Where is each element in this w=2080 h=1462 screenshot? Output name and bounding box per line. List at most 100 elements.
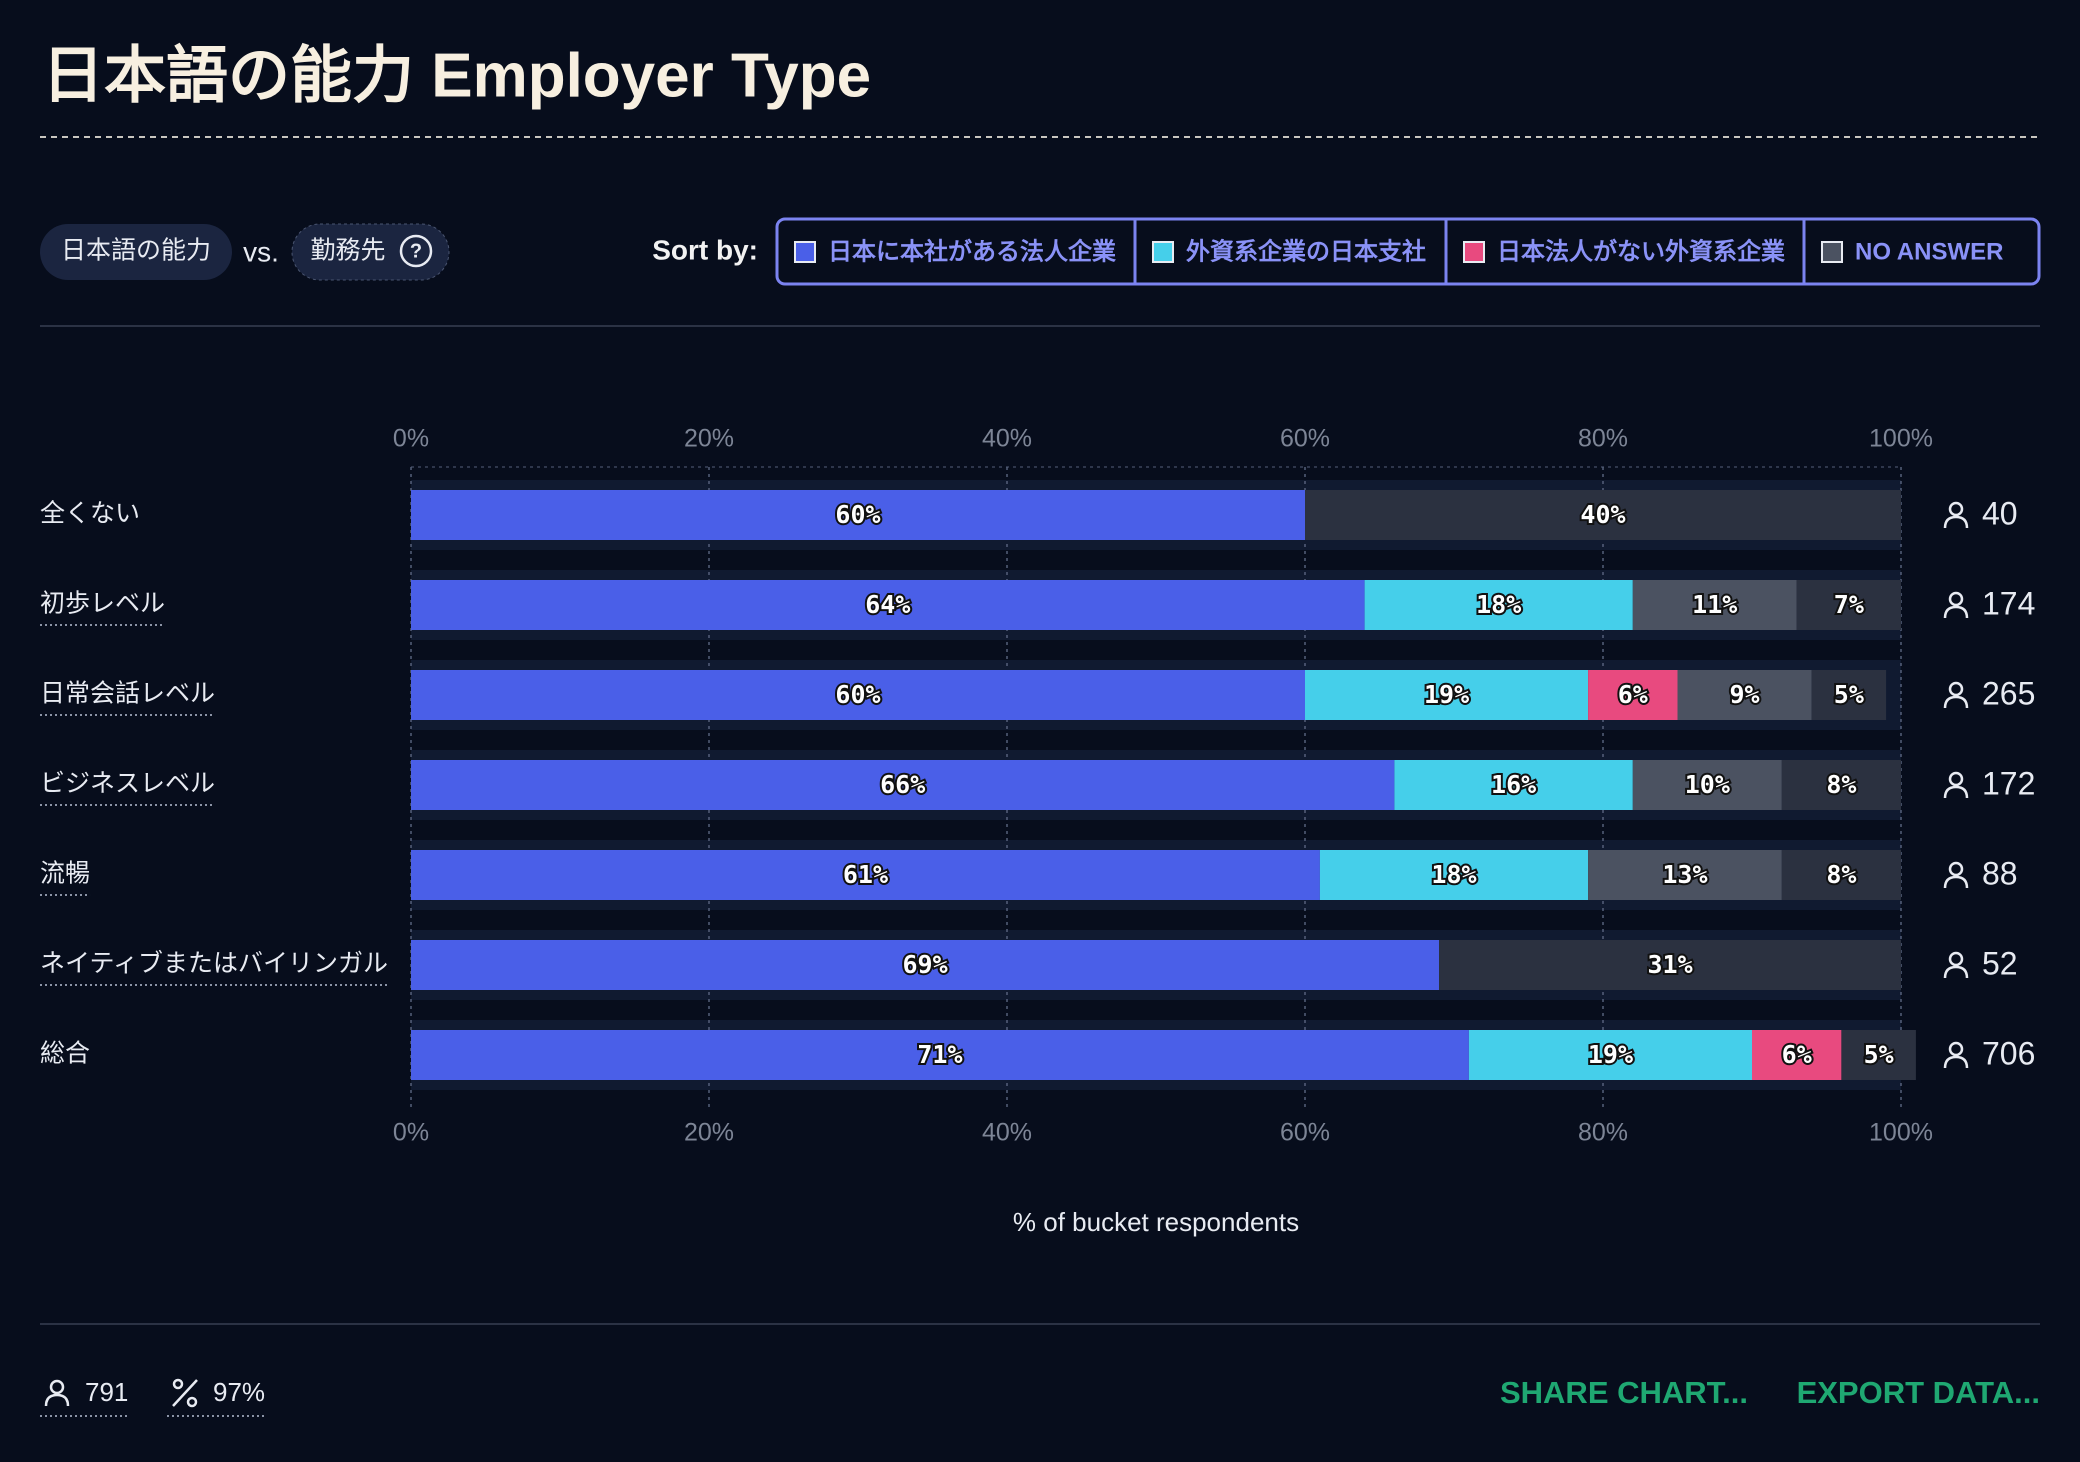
person-icon	[1948, 501, 1964, 517]
person-icon	[1948, 771, 1964, 787]
bar-segment	[411, 760, 1395, 810]
bar-segment	[1305, 490, 1901, 540]
x-tick-label: 20%	[684, 425, 734, 453]
total-respondents: 791	[85, 1377, 128, 1407]
bar-label: 5%	[1834, 680, 1864, 709]
bar-segment	[1588, 850, 1782, 900]
bar-segment	[411, 580, 1365, 630]
bar-label: 11%	[1692, 590, 1737, 619]
bar-segment	[411, 670, 1305, 720]
person-icon	[1948, 951, 1964, 967]
completion-rate: 97%	[213, 1377, 265, 1407]
bar-label: 64%	[865, 590, 910, 619]
respondent-count: 172	[1982, 765, 2035, 801]
bar-segment	[1394, 760, 1633, 810]
person-icon	[1948, 591, 1964, 607]
export-button[interactable]: EXPORT DATA...	[1797, 1375, 2040, 1410]
bar-segment	[411, 940, 1440, 990]
bar-segment	[1677, 670, 1812, 720]
sort-label: Sort by:	[652, 234, 758, 265]
bar-segment	[1439, 940, 1901, 990]
legend-label: 外資系企業の日本支社	[1186, 237, 1426, 265]
x-tick-label: 0%	[393, 1119, 429, 1147]
person-icon	[49, 1379, 65, 1395]
bar-label: 71%	[917, 1040, 962, 1069]
x-tick-label: 60%	[1280, 1119, 1330, 1147]
legend-label: NO ANSWER	[1855, 238, 2003, 265]
filter-label: 勤務先	[310, 237, 385, 265]
person-icon	[1943, 695, 1969, 709]
bar-segment	[1752, 1030, 1842, 1080]
bar-label: 8%	[1826, 770, 1856, 799]
x-tick-label: 60%	[1280, 425, 1330, 453]
help-icon-glyph: ?	[410, 240, 422, 262]
bar-segment	[1841, 1030, 1916, 1080]
category-label: ビジネスレベル	[40, 770, 215, 798]
bar-label: 10%	[1685, 770, 1730, 799]
person-icon	[1943, 785, 1969, 799]
person-icon	[1948, 681, 1964, 697]
legend-box	[775, 217, 2041, 286]
bar-segment	[1305, 670, 1589, 720]
bar-label: 19%	[1588, 1040, 1633, 1069]
bar-segment	[1632, 760, 1782, 810]
percent-icon	[172, 1379, 198, 1407]
legend-label: 日本に本社がある法人企業	[828, 237, 1116, 265]
bar-segment	[1632, 580, 1797, 630]
filter-label: 日本語の能力	[61, 237, 211, 265]
respondent-count: 88	[1982, 855, 2018, 891]
legend-swatch	[1821, 241, 1843, 263]
respondent-count: 265	[1982, 675, 2035, 711]
legend-swatch	[1152, 241, 1174, 263]
x-tick-label: 40%	[982, 1119, 1032, 1147]
category-label: ネイティブまたはバイリンガル	[40, 950, 388, 978]
bar-label: 18%	[1476, 590, 1521, 619]
bar-segment	[1781, 760, 1901, 810]
x-tick-label: 0%	[393, 425, 429, 453]
respondent-count: 174	[1982, 585, 2035, 621]
x-tick-label: 20%	[684, 1119, 734, 1147]
person-icon	[1943, 605, 1969, 619]
bar-segment	[1468, 1030, 1752, 1080]
legend-swatch	[1463, 241, 1485, 263]
respondent-count: 40	[1982, 495, 2018, 531]
x-axis-title: % of bucket respondents	[1013, 1207, 1299, 1237]
bar-label: 13%	[1662, 860, 1707, 889]
bar-segment	[411, 490, 1305, 540]
legend-swatch	[794, 241, 816, 263]
x-tick-label: 100%	[1869, 425, 1933, 453]
bar-segment	[1781, 850, 1901, 900]
x-tick-label: 40%	[982, 425, 1032, 453]
bar-label: 61%	[843, 860, 888, 889]
bar-segment	[1811, 670, 1887, 720]
bar-segment	[411, 1030, 1469, 1080]
help-icon[interactable]	[399, 234, 433, 268]
person-icon	[1943, 965, 1969, 979]
bar-label: 6%	[1618, 680, 1648, 709]
bar-label: 66%	[880, 770, 925, 799]
percent-icon	[186, 1396, 198, 1408]
category-label: 総合	[40, 1040, 90, 1068]
person-icon	[1943, 515, 1969, 529]
bar-label: 6%	[1782, 1040, 1812, 1069]
person-icon	[44, 1393, 70, 1407]
category-label: 全くない	[40, 500, 140, 528]
category-label: 流暢	[40, 860, 90, 888]
x-tick-label: 80%	[1578, 425, 1628, 453]
respondent-count: 706	[1982, 1035, 2035, 1071]
person-icon	[1943, 1055, 1969, 1069]
filter-vs: vs.	[243, 236, 279, 267]
bar-segment	[1319, 850, 1589, 900]
filter-pill[interactable]	[40, 224, 232, 280]
x-tick-label: 100%	[1869, 1119, 1933, 1147]
person-icon	[1943, 875, 1969, 889]
bar-label: 8%	[1826, 860, 1856, 889]
person-icon	[1948, 1041, 1964, 1057]
category-label: 日常会話レベル	[40, 680, 215, 708]
bar-label: 7%	[1834, 590, 1864, 619]
legend-label: 日本法人がない外資系企業	[1497, 237, 1785, 265]
share-button[interactable]: SHARE CHART...	[1500, 1375, 1748, 1410]
bar-label: 16%	[1491, 770, 1536, 799]
